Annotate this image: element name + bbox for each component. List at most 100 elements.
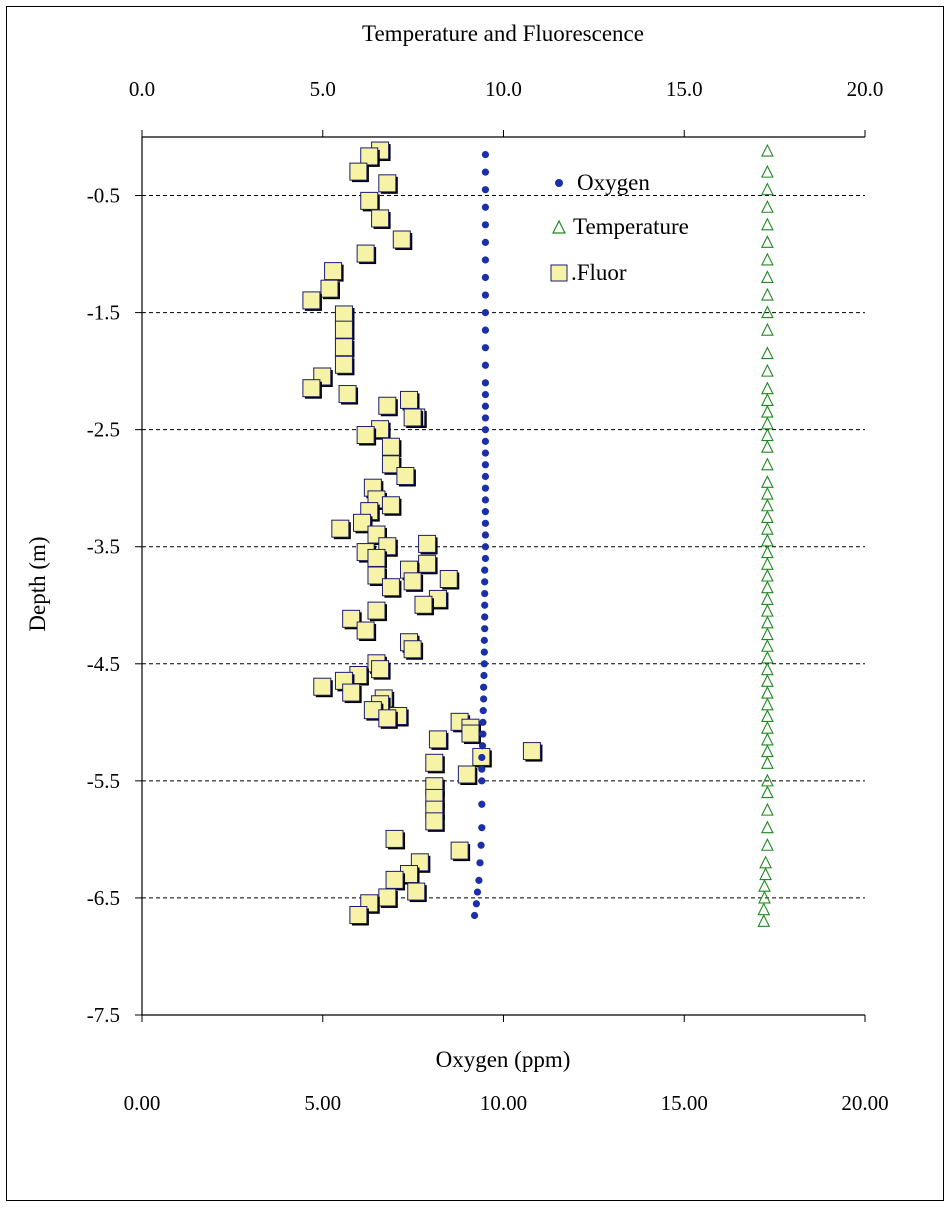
oxygen-point [481, 484, 490, 492]
temperature-point [761, 510, 774, 524]
temperature-point [761, 498, 774, 512]
oxygen-point [480, 648, 488, 656]
fluor-point [371, 209, 391, 229]
oxygen-point [470, 911, 479, 920]
temperature-point [761, 662, 774, 676]
fluor-point [396, 466, 416, 487]
oxygen-point [481, 390, 490, 399]
oxygen-point [481, 238, 490, 246]
legend-fluor-marker [550, 264, 568, 282]
temperature-point [761, 568, 774, 582]
temperature-point [761, 200, 774, 213]
fluor-point-box [403, 640, 422, 659]
temperature-point [761, 639, 774, 652]
temperature-point [761, 615, 774, 629]
temperature-point [761, 592, 774, 605]
fluor-point-box [378, 888, 397, 907]
temperature-point [761, 235, 774, 248]
fluor-point-box [353, 513, 372, 532]
bottom-tick-label: 10.00 [480, 1091, 527, 1115]
temperature-point [761, 457, 774, 471]
temperature-point [761, 182, 774, 196]
oxygen-point [481, 519, 490, 527]
oxygen-point [480, 695, 488, 703]
oxygen-point [481, 437, 490, 445]
temperature-point [761, 416, 774, 430]
oxygen-point [472, 900, 480, 908]
oxygen-point [475, 876, 483, 884]
oxygen-point [481, 186, 490, 194]
fluor-point-box [356, 244, 375, 263]
fluor-point-box [302, 291, 321, 310]
temperature-point [761, 143, 774, 157]
oxygen-point [479, 730, 487, 738]
fluor-point-box [425, 812, 444, 831]
fluor-point [320, 279, 340, 300]
legend-fluor-label: .Fluor [571, 260, 627, 285]
temperature-point [761, 785, 774, 799]
oxygen-point [480, 671, 488, 680]
fluor-point-box [334, 305, 353, 324]
temperature-point [761, 346, 774, 360]
fluor-point-box [407, 882, 426, 901]
fluor-point-box [342, 683, 361, 702]
fluor-point [381, 437, 402, 458]
temperature-point [761, 305, 774, 319]
fluor-point-box [342, 609, 361, 628]
fluor-point [457, 765, 478, 786]
grid-lines [142, 195, 865, 899]
oxygen-point [477, 841, 485, 849]
temperature-point [759, 867, 772, 881]
temperature-point [761, 381, 774, 395]
oxygen-point [481, 414, 490, 422]
fluor-point [367, 548, 387, 569]
fluor-point [342, 609, 362, 630]
fluor-point [425, 812, 445, 832]
fluor-point-box [414, 595, 433, 614]
oxygen-point [481, 309, 490, 317]
top-tick-label: 20.0 [847, 77, 884, 101]
oxygen-point [481, 566, 489, 574]
fluor-point [378, 174, 398, 194]
oxygen-point [481, 508, 490, 516]
fluor-point [313, 367, 333, 387]
fluor-point [461, 724, 481, 745]
fluor-point [356, 244, 377, 265]
temperature-point [761, 270, 774, 284]
oxygen-point [481, 449, 490, 457]
oxygen-point [481, 578, 489, 586]
bottom-tick-label: 5.00 [304, 1091, 341, 1115]
fluor-point [324, 262, 344, 282]
fluor-point-box [418, 534, 437, 553]
temperature-point [761, 363, 774, 377]
fluor-point-box [457, 765, 476, 784]
fluor-point-box [400, 390, 419, 409]
oxygen-point [481, 221, 490, 229]
temperature-point [761, 557, 774, 570]
oxygen-point [481, 361, 490, 369]
fluor-point-box [396, 466, 415, 485]
fluor-point-box [356, 621, 375, 640]
fluor-point-box [331, 519, 350, 538]
fluor-point-box [334, 338, 353, 357]
oxygen-point [479, 707, 487, 715]
fluor-point [378, 709, 398, 729]
oxygen-point [481, 344, 490, 352]
oxygen-point [481, 531, 490, 539]
fluor-point [522, 742, 543, 762]
fluor-point [302, 291, 322, 311]
fluor-point [381, 496, 402, 516]
fluor-point [302, 379, 322, 399]
chart-title: Temperature and Fluorescence [362, 21, 644, 46]
top-tick-label: 15.0 [666, 77, 703, 101]
temperature-point [761, 685, 774, 699]
fluor-point [334, 320, 355, 341]
fluor-point [356, 426, 377, 446]
temperature-point [761, 475, 774, 488]
fluor-point-box [403, 408, 422, 427]
fluor-point [349, 666, 369, 686]
temperature-point [761, 439, 774, 453]
axes [141, 136, 865, 1016]
fluor-point [331, 519, 351, 540]
temperature-point [761, 164, 774, 178]
